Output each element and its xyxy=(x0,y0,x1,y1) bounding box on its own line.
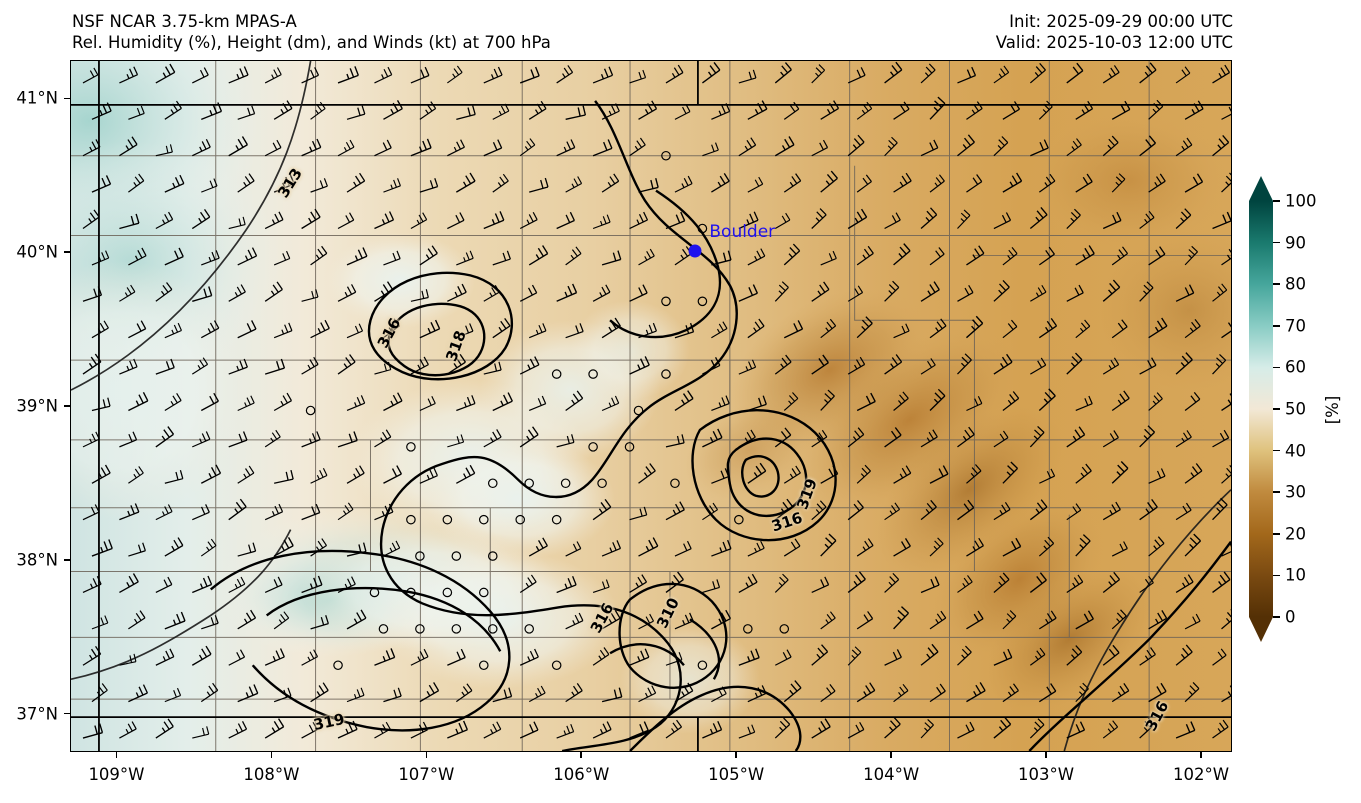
colorbar-extend-max-arrow xyxy=(1249,176,1273,201)
colorbar-tick-label: 80 xyxy=(1285,274,1306,294)
field-title: Rel. Humidity (%), Height (dm), and Wind… xyxy=(72,33,551,52)
colorbar-tickmark xyxy=(1273,449,1280,452)
x-tick-label: 109°W xyxy=(88,765,145,784)
y-tick-label: 40°N xyxy=(16,242,58,262)
colorbar-tick-label: 60 xyxy=(1285,357,1306,377)
colorbar-tickmark xyxy=(1273,491,1280,493)
header-left: NSF NCAR 3.75-km MPAS-A Rel. Humidity (%… xyxy=(72,11,551,53)
colorbar-tickmark xyxy=(1273,325,1280,327)
colorbar-tick-label: 70 xyxy=(1285,316,1306,336)
x-tick-label: 104°W xyxy=(863,765,920,784)
x-tickmark xyxy=(1045,752,1047,758)
colorbar-tickmark xyxy=(1273,616,1280,618)
y-tickmark xyxy=(64,558,70,561)
header-right: Init: 2025-09-29 00:00 UTC Valid: 2025-1… xyxy=(996,11,1233,53)
weather-map-canvas xyxy=(71,61,1231,751)
y-tick-label: 38°N xyxy=(16,550,58,570)
colorbar-tick-label: 10 xyxy=(1285,565,1306,585)
x-tickmark xyxy=(735,752,737,758)
colorbar-gradient xyxy=(1249,201,1273,617)
colorbar-tick-label: 20 xyxy=(1285,524,1306,544)
x-tickmark xyxy=(890,752,892,758)
rh-dry-patches xyxy=(683,110,1231,710)
colorbar-tick-label: 50 xyxy=(1285,399,1306,419)
map-plot-area[interactable]: 316318313316310319316319316317 Boulder xyxy=(70,60,1232,752)
x-tick-label: 106°W xyxy=(553,765,610,784)
colorbar-extend-min-arrow xyxy=(1249,617,1273,642)
x-tick-label: 108°W xyxy=(243,765,300,784)
y-tickmark xyxy=(64,97,70,100)
x-tickmark xyxy=(425,752,428,758)
colorbar-tickmark xyxy=(1273,241,1280,244)
colorbar-tick-label: 90 xyxy=(1285,233,1306,253)
rh-moist-patches xyxy=(71,61,760,735)
init-time: Init: 2025-09-29 00:00 UTC xyxy=(1009,12,1233,31)
city-marker-label: Boulder xyxy=(709,221,776,242)
y-tick-label: 41°N xyxy=(16,88,58,108)
x-tickmark xyxy=(115,752,118,758)
x-tick-label: 107°W xyxy=(398,765,455,784)
colorbar-tickmark xyxy=(1273,283,1280,285)
y-tickmark xyxy=(64,251,70,254)
colorbar-tickmark xyxy=(1273,200,1280,202)
x-tick-label: 102°W xyxy=(1172,765,1230,784)
colorbar-tickmark xyxy=(1273,533,1280,535)
colorbar-tick-label: 100 xyxy=(1285,191,1317,211)
colorbar-tickmark xyxy=(1273,574,1280,577)
state-boundaries xyxy=(71,61,1231,751)
y-tick-label: 39°N xyxy=(16,396,58,416)
colorbar-tick-label: 40 xyxy=(1285,441,1306,461)
colorbar[interactable]: 0 10 20 30 40 50 60 70 80 90 100 xyxy=(1249,176,1317,642)
model-title: NSF NCAR 3.75-km MPAS-A xyxy=(72,12,297,31)
x-tick-label: 103°W xyxy=(1018,765,1075,784)
y-tickmark xyxy=(64,405,70,407)
colorbar-tick-label: 0 xyxy=(1285,607,1296,627)
colorbar-tickmark xyxy=(1273,366,1280,369)
y-tick-label: 37°N xyxy=(16,704,58,724)
city-marker-dot[interactable] xyxy=(688,244,702,258)
x-tick-label: 105°W xyxy=(708,765,765,784)
county-boundaries xyxy=(71,61,1231,751)
valid-time: Valid: 2025-10-03 12:00 UTC xyxy=(995,33,1233,52)
colorbar-unit-label: [%] xyxy=(1322,395,1342,425)
y-tickmark xyxy=(64,712,70,715)
height-contours xyxy=(209,100,1231,751)
city-marker-layer: Boulder xyxy=(71,61,1231,751)
x-tickmark xyxy=(580,752,583,758)
x-tickmark xyxy=(270,752,273,758)
x-tickmark xyxy=(1200,752,1202,758)
colorbar-tickmark xyxy=(1273,408,1280,410)
colorbar-tick-label: 30 xyxy=(1285,482,1306,502)
